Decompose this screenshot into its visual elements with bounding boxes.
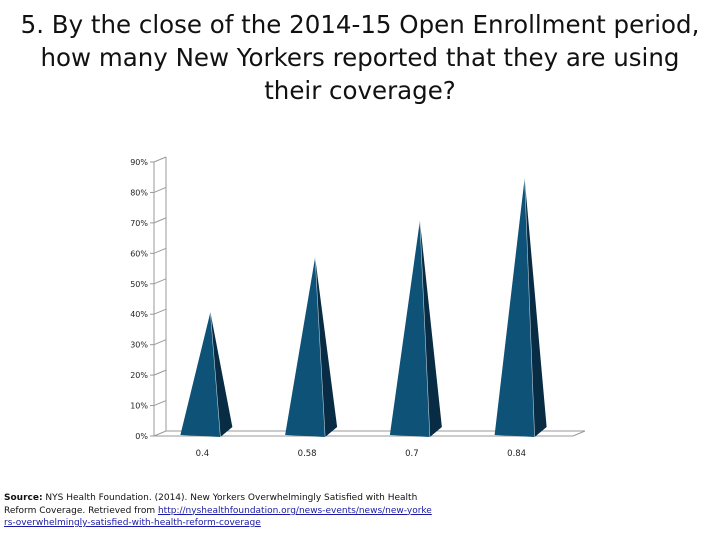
- pyramid-front-face: [180, 312, 221, 437]
- pyramid-side-face: [315, 257, 338, 437]
- y-tick-label-1: 10%: [130, 402, 148, 411]
- y-tick-4: [153, 308, 167, 315]
- pyramid-bar-0: [180, 312, 233, 438]
- y-tick-label-9: 90%: [130, 158, 148, 167]
- y-tick-0: [153, 430, 167, 437]
- x-category-label-2: 0.7: [405, 449, 419, 459]
- pyramid-bar-3: [494, 178, 547, 438]
- y-tick-label-3: 30%: [130, 341, 148, 350]
- chart-marks: [180, 178, 547, 438]
- slide-title: 5. By the close of the 2014-15 Open Enro…: [20, 10, 700, 105]
- y-tick-label-5: 50%: [130, 280, 148, 289]
- pyramid-edge-highlight: [524, 178, 535, 438]
- y-tick-2: [153, 369, 167, 376]
- pyramid-front-face: [389, 220, 430, 437]
- y-axis-tick-labels: 0% 10% 20% 30% 40% 50% 60% 70% 80% 90%: [130, 158, 148, 441]
- y-tick-9: [153, 156, 167, 163]
- y-tick-label-6: 60%: [130, 249, 148, 258]
- y-tick-label-8: 80%: [130, 188, 148, 197]
- y-tick-label-4: 40%: [130, 310, 148, 319]
- y-tick-1: [153, 400, 167, 407]
- x-category-label-0: 0.4: [196, 449, 210, 459]
- x-category-label-1: 0.58: [298, 449, 317, 459]
- pyramid-side-face: [210, 312, 233, 437]
- y-tick-3: [153, 339, 167, 346]
- pyramid-edge-highlight: [419, 220, 431, 438]
- y-tick-8: [153, 186, 167, 193]
- pyramid-side-face: [524, 178, 547, 437]
- x-category-label-3: 0.84: [507, 449, 526, 459]
- source-link[interactable]: http://nyshealthfoundation.org/news-even…: [4, 505, 432, 529]
- y-tick-5: [153, 278, 167, 285]
- pyramid-bar-2: [389, 220, 442, 438]
- source-citation: Source: NYS Health Foundation. (2014). N…: [4, 492, 434, 530]
- pyramid-bar-1: [285, 257, 338, 438]
- pyramid-front-face: [285, 257, 326, 437]
- pyramid-front-face: [494, 178, 535, 437]
- source-text: NYS Health Foundation. (2014). New Yorke…: [4, 493, 418, 516]
- x-axis-category-labels: 0.4 0.58 0.7 0.84: [196, 449, 526, 459]
- floor-right-edge: [572, 430, 586, 437]
- pyramid-side-face: [419, 220, 442, 437]
- y-tick-label-0: 0%: [135, 432, 148, 441]
- y-tick-label-2: 20%: [130, 371, 148, 380]
- y-tick-6: [153, 247, 167, 254]
- pyramid-edge-highlight: [210, 312, 221, 438]
- pyramid-edge-highlight: [314, 257, 326, 438]
- source-label: Source:: [4, 493, 43, 503]
- y-tick-7: [153, 217, 167, 224]
- y-tick-label-7: 70%: [130, 219, 148, 228]
